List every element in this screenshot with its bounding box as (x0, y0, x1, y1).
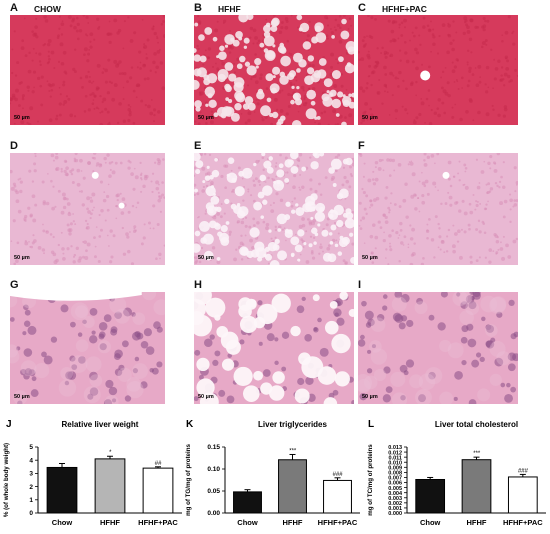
x-tick-label: HFHF+PAC (318, 518, 358, 527)
panel-letter-b: B (194, 2, 202, 14)
bar-chart-k: K Liver triglycerides 0.00 0.05 0.10 0.15 mg o… (185, 419, 360, 527)
y-tick-label: 0.05 (207, 488, 220, 495)
y-tick-label: 0.002 (388, 501, 402, 507)
y-tick-label: 0.10 (207, 466, 220, 473)
chart-title: Liver triglycerides (258, 420, 327, 429)
micrograph-c (358, 15, 518, 125)
chart-letter: J (6, 419, 12, 430)
bar-chart-j: J Relative liver weight 0 1 2 3 4 5 % (of whole … (3, 419, 182, 527)
bar (46, 466, 78, 514)
y-tick-label: 4 (29, 457, 33, 464)
x-tick-label: HFHF+PAC (138, 518, 178, 527)
panel-letter-a: A (10, 2, 18, 14)
x-tick-label: HFHF (467, 518, 487, 527)
y-tick-label: 0.000 (388, 511, 402, 517)
micrograph-g (10, 292, 165, 404)
bar (323, 479, 352, 514)
y-tick-label: 0 (29, 510, 33, 517)
bar (94, 458, 126, 514)
y-tick-label: 0.003 (388, 496, 402, 502)
x-tick-label: HFHF (283, 518, 303, 527)
micrograph-f (358, 153, 518, 265)
y-tick-label: 0.007 (388, 476, 402, 482)
bar (415, 478, 446, 514)
scale-bar-label: 50 µm (14, 394, 30, 400)
chart-letter: L (368, 419, 374, 430)
scale-bar-label: 50 µm (198, 255, 214, 261)
y-tick-label: 0.001 (388, 506, 402, 512)
bar (233, 491, 262, 514)
y-tick-label: 0.005 (388, 486, 402, 492)
significance-label: ### (332, 472, 343, 478)
micrograph-h (194, 292, 354, 404)
micrograph-d (10, 153, 165, 265)
micrograph-i (358, 292, 518, 404)
micrograph-a (10, 15, 165, 125)
y-tick-label: 1 (29, 497, 33, 504)
significance-label: ## (155, 461, 162, 467)
y-tick-label: 0.010 (388, 460, 402, 466)
panel-letter-g: G (10, 279, 19, 291)
scale-bar-label: 50 µm (362, 394, 378, 400)
panel-letter-e: E (194, 140, 202, 152)
condition-label: HFHF (218, 4, 241, 14)
panel-letter-d: D (10, 140, 18, 152)
micrograph-e (194, 153, 354, 265)
panel-letter-h: H (194, 279, 202, 291)
y-tick-label: 0.008 (388, 471, 402, 477)
bar (461, 459, 492, 514)
scale-bar-label: 50 µm (362, 255, 378, 261)
y-tick-label: 0.012 (388, 450, 402, 456)
chart-title: Relative liver weight (62, 420, 139, 429)
panel-letter-c: C (358, 2, 366, 14)
bar (507, 476, 538, 514)
significance-label: *** (473, 451, 481, 457)
bar-chart-l: L Liver total cholesterol0.0000.0010.0020… (367, 419, 546, 527)
y-tick-label: 0.15 (207, 444, 220, 451)
x-tick-label: Chow (420, 518, 441, 527)
scale-bar-label: 50 µm (198, 115, 214, 121)
condition-label: HFHF+PAC (382, 4, 427, 14)
y-tick-label: 0.00 (207, 510, 220, 517)
y-axis-label: mg of TG/mg of proteins (185, 444, 192, 516)
y-tick-label: 0.004 (388, 491, 403, 497)
x-tick-label: Chow (237, 518, 258, 527)
scale-bar-label: 50 µm (362, 115, 378, 121)
y-tick-label: 0.013 (388, 445, 402, 451)
x-tick-label: HFHF (100, 518, 120, 527)
y-axis-label: % (of whole body weight) (3, 443, 10, 517)
y-axis-label: mg of TC/mg of proteins (367, 444, 374, 516)
x-tick-label: HFHF+PAC (503, 518, 543, 527)
y-tick-label: 0.009 (388, 466, 402, 472)
panel-letter-i: I (358, 279, 362, 291)
micrograph-b (194, 15, 354, 125)
y-tick-label: 3 (29, 471, 33, 478)
condition-label: CHOW (34, 4, 61, 14)
bar (142, 467, 174, 514)
significance-label: ### (518, 468, 529, 474)
bar (278, 459, 307, 514)
scale-bar-label: 50 µm (14, 115, 30, 121)
significance-label: * (109, 450, 112, 456)
y-tick-label: 0.006 (388, 481, 402, 487)
x-tick-label: Chow (52, 518, 73, 527)
y-tick-label: 2 (29, 484, 33, 491)
y-tick-label: 5 (29, 444, 33, 451)
scale-bar-label: 50 µm (14, 255, 30, 261)
significance-label: *** (289, 448, 297, 454)
chart-title: Liver total cholesterol (435, 420, 518, 429)
chart-letter: K (186, 419, 194, 430)
y-tick-label: 0.011 (389, 455, 402, 461)
scale-bar-label: 50 µm (198, 394, 214, 400)
panel-letter-f: F (358, 140, 365, 152)
